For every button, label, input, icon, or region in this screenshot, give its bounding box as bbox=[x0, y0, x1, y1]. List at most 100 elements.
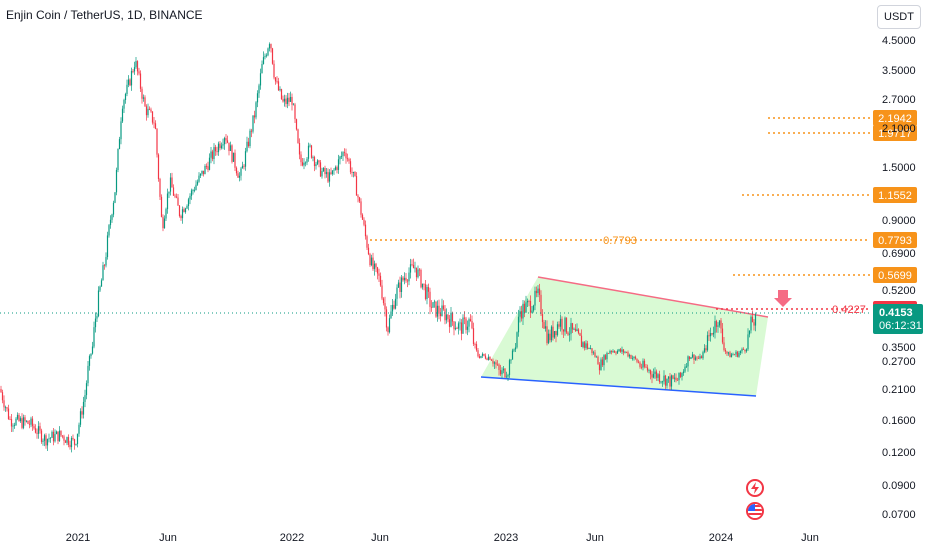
candle-body bbox=[289, 96, 292, 102]
candle-body bbox=[294, 104, 296, 120]
candle-body bbox=[643, 360, 646, 367]
candle-body bbox=[244, 151, 247, 167]
candle-body bbox=[150, 109, 152, 112]
candle-body bbox=[183, 209, 185, 213]
us-flag-icon[interactable] bbox=[746, 502, 764, 520]
candle-body bbox=[636, 358, 638, 362]
candle-body bbox=[513, 349, 515, 351]
candle-body bbox=[753, 322, 755, 326]
candle-body bbox=[535, 290, 538, 294]
candle-body bbox=[210, 151, 212, 158]
candle-body bbox=[75, 444, 77, 445]
candle-body bbox=[67, 437, 70, 445]
candle-body bbox=[673, 377, 676, 379]
x-tick-label: 2022 bbox=[280, 532, 304, 544]
candle-body bbox=[321, 171, 323, 177]
candle-body bbox=[738, 352, 740, 357]
candle-body bbox=[660, 381, 662, 383]
candle-body bbox=[553, 331, 556, 338]
candle-body bbox=[310, 145, 313, 158]
candle-body bbox=[79, 411, 82, 425]
candle-body bbox=[411, 264, 413, 266]
candle-body bbox=[679, 372, 682, 377]
candle-body bbox=[601, 359, 604, 366]
candle-body bbox=[585, 343, 587, 348]
y-tick-label: 2.1000 bbox=[882, 123, 916, 135]
candle-body bbox=[498, 364, 500, 371]
candle-body bbox=[592, 352, 595, 354]
candle-body bbox=[238, 175, 241, 178]
candle-body bbox=[517, 316, 520, 333]
candle-body bbox=[709, 333, 712, 337]
candle-body bbox=[312, 157, 314, 158]
candle-body bbox=[421, 283, 424, 288]
candle-body bbox=[196, 181, 199, 185]
candle-body bbox=[82, 401, 85, 415]
candle-body bbox=[15, 418, 17, 426]
candle-body bbox=[577, 329, 580, 334]
candle-body bbox=[726, 351, 728, 354]
y-tick-label: 2.7000 bbox=[882, 94, 916, 106]
candle-body bbox=[573, 328, 575, 330]
candle-body bbox=[562, 329, 565, 332]
candle-body bbox=[526, 300, 529, 303]
candle-body bbox=[358, 197, 361, 202]
candle-body bbox=[346, 158, 349, 160]
candle-body bbox=[111, 214, 113, 220]
candle-body bbox=[420, 269, 422, 288]
candle-body bbox=[283, 98, 286, 102]
candle-body bbox=[91, 346, 94, 354]
candle-body bbox=[507, 374, 509, 377]
candle-body bbox=[579, 333, 581, 336]
candle-body bbox=[622, 349, 625, 353]
bolt-icon[interactable] bbox=[746, 479, 764, 497]
candle-body bbox=[597, 356, 599, 365]
candle-body bbox=[600, 359, 602, 371]
candle-body bbox=[522, 303, 524, 319]
price-levels: 2.1942 1.9717 1.1552 0.7793 0.7793 0.5699 0.42… bbox=[0, 110, 923, 334]
candle-body bbox=[646, 367, 649, 371]
candle-body bbox=[384, 303, 386, 310]
currency-button[interactable]: USDT bbox=[877, 5, 921, 29]
candle-body bbox=[735, 351, 737, 355]
candle-body bbox=[369, 254, 371, 266]
candle-body bbox=[519, 311, 521, 317]
candle-body bbox=[549, 333, 551, 341]
y-tick-label: 0.5200 bbox=[882, 285, 916, 297]
candle-body bbox=[546, 326, 548, 344]
candle-body bbox=[220, 145, 223, 149]
candle-body bbox=[96, 316, 98, 319]
symbol-title: Enjin Coin / TetherUS, 1D, BINANCE bbox=[6, 8, 203, 22]
x-tick-label: 2024 bbox=[709, 532, 733, 544]
candle-body bbox=[27, 420, 29, 424]
candle-body bbox=[424, 284, 427, 299]
candle-body bbox=[471, 321, 473, 329]
candle-body bbox=[663, 375, 665, 382]
candle-body bbox=[375, 263, 377, 268]
y-tick-label: 0.2100 bbox=[882, 384, 916, 396]
candle-body bbox=[6, 407, 8, 409]
candle-body bbox=[450, 312, 452, 327]
candle-body bbox=[297, 129, 299, 144]
candle-body bbox=[300, 154, 302, 163]
candle-body bbox=[156, 128, 158, 155]
candle-body bbox=[402, 277, 404, 281]
candle-body bbox=[7, 408, 10, 420]
candle-body bbox=[436, 305, 439, 317]
candle-body bbox=[3, 400, 5, 408]
candle-body bbox=[40, 430, 43, 442]
candle-body bbox=[474, 343, 476, 345]
candle-body bbox=[705, 348, 707, 351]
candle-body bbox=[405, 277, 407, 281]
candle-body bbox=[237, 173, 239, 178]
candle-body bbox=[145, 106, 148, 116]
y-tick-label: 0.1600 bbox=[882, 415, 916, 427]
candle-body bbox=[147, 108, 149, 116]
candle-body bbox=[295, 119, 298, 130]
candle-body bbox=[57, 431, 59, 442]
candle-body bbox=[181, 209, 184, 219]
candle-body bbox=[49, 437, 52, 439]
candle-body bbox=[90, 353, 92, 357]
